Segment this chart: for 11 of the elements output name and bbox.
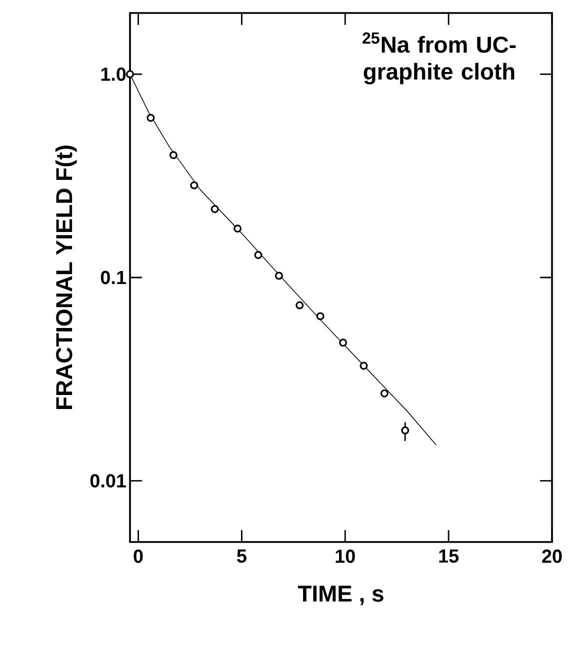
- x-axis-title: TIME , s: [298, 586, 384, 606]
- y-tick-label: 0.1: [100, 270, 126, 284]
- y-tick-label: 0.01: [90, 474, 126, 488]
- y-axis-title: FRACTIONAL YIELD F(t): [55, 146, 77, 409]
- x-tick-label: 5: [237, 550, 246, 563]
- x-tick-label: 10: [336, 550, 355, 563]
- y-tick-label: 1.0: [101, 67, 126, 81]
- x-tick-label: 0: [134, 550, 143, 563]
- text: $^{25}$Na from UC-graphite cloth: [362, 32, 516, 84]
- x-tick-label: 20: [542, 550, 562, 563]
- x-tick-label: 15: [439, 550, 459, 563]
